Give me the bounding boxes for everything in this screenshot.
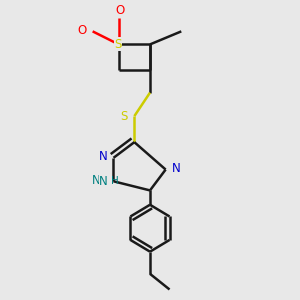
Text: O: O	[78, 24, 87, 37]
Text: H: H	[111, 176, 118, 186]
Text: N: N	[99, 150, 108, 163]
Text: N: N	[99, 175, 108, 188]
Text: N: N	[92, 174, 101, 187]
Text: N: N	[172, 162, 181, 175]
Text: S: S	[120, 110, 128, 123]
Text: S: S	[115, 38, 122, 51]
Text: O: O	[116, 4, 124, 17]
Text: N: N	[98, 174, 107, 187]
